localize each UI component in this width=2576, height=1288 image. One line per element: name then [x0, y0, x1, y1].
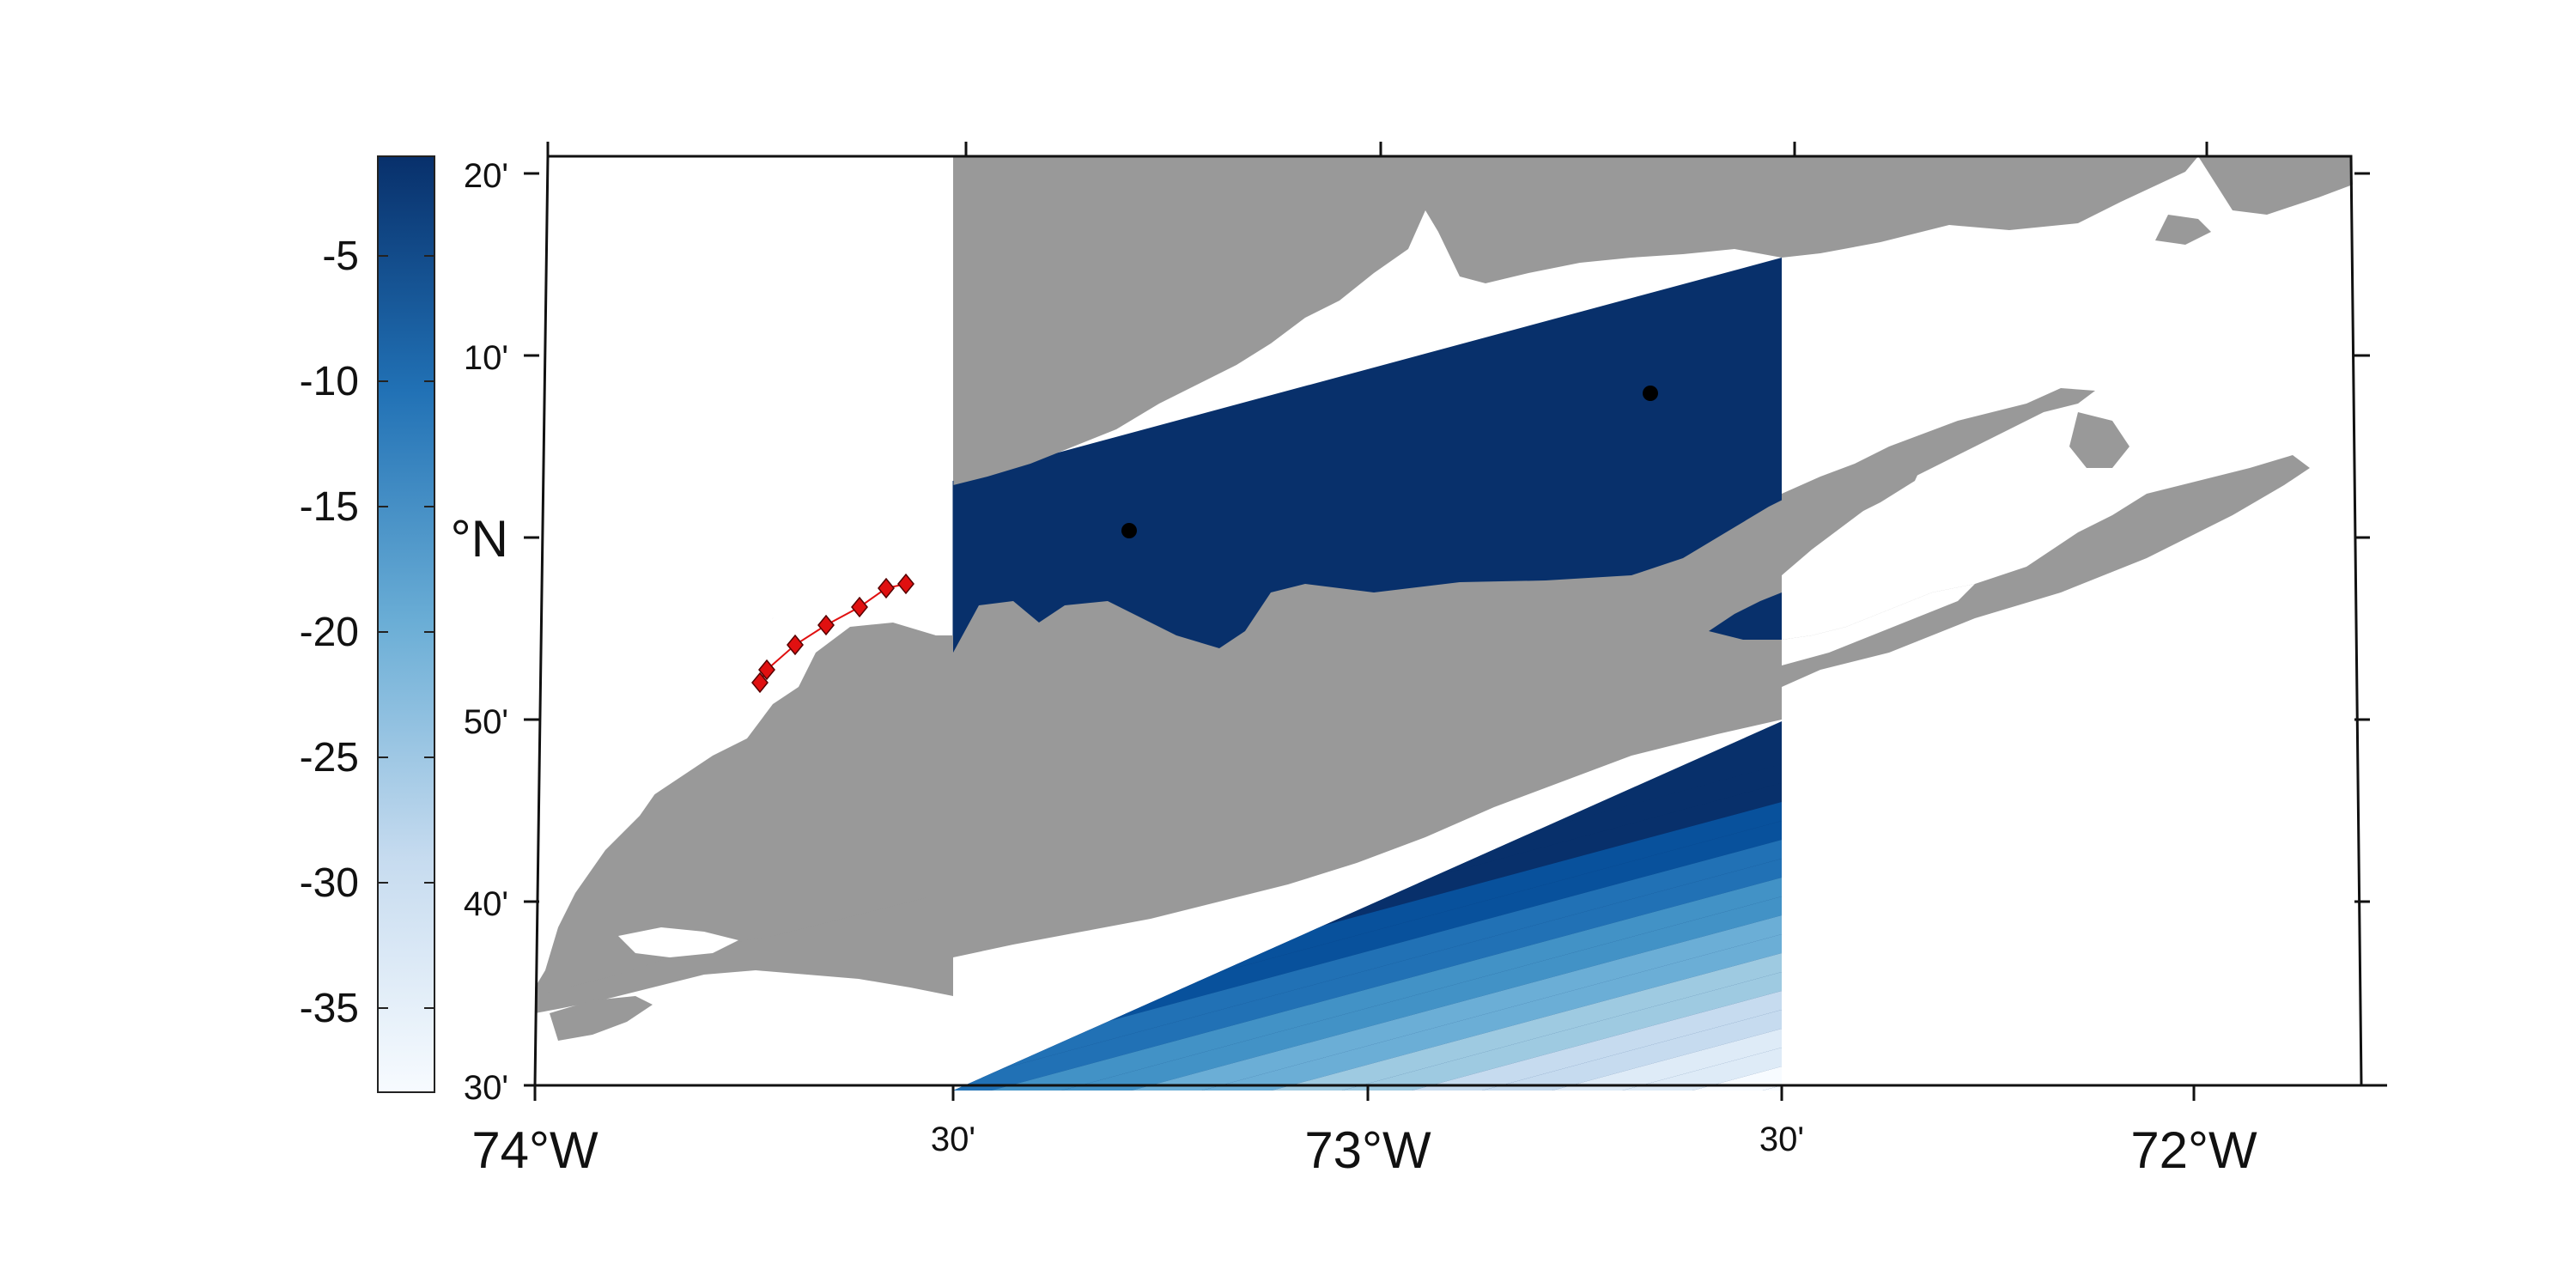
colorbar-tick-label: -10	[300, 359, 359, 404]
y-tick-label: °N	[451, 510, 508, 568]
y-tick-label: 20'	[464, 157, 508, 195]
colorbar-tick-label: -30	[300, 860, 359, 906]
y-tick-label: 30'	[464, 1069, 508, 1107]
x-tick-label: 30'	[1759, 1121, 1804, 1158]
ocean-depth-band	[953, 1085, 1782, 1288]
colorbar-tick-label: -15	[300, 484, 359, 530]
colorbar-tick-label: -25	[300, 735, 359, 781]
colorbar-tick-label: -35	[300, 986, 359, 1031]
black-point-east	[1643, 386, 1658, 401]
colorbar: -5 -10 -15 -20 -25 -30 -35	[300, 156, 434, 1092]
x-tick-label: 73°W	[1304, 1121, 1431, 1179]
x-tick-label: 30'	[931, 1121, 975, 1158]
y-tick-label: 40'	[464, 885, 508, 923]
colorbar-tick-label: -20	[300, 610, 359, 655]
black-point-west	[1121, 523, 1137, 538]
x-tick-label: 72°W	[2130, 1121, 2257, 1179]
colorbar-tick-label: -5	[322, 234, 359, 279]
y-tick-label: 50'	[464, 703, 508, 741]
y-tick-label: 10'	[464, 339, 508, 377]
colorbar-gradient	[378, 156, 434, 1092]
x-tick-label: 74°W	[471, 1121, 598, 1179]
